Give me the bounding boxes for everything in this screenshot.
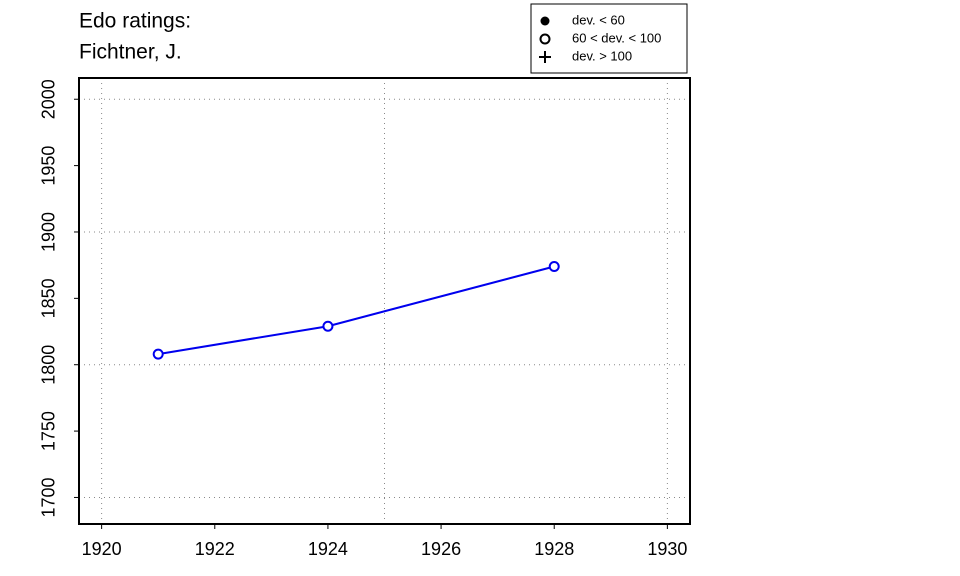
y-tick-label: 1700 — [39, 477, 59, 517]
plot-frame — [78, 77, 691, 525]
x-tick-label: 1926 — [421, 539, 461, 559]
legend-label: 60 < dev. < 100 — [572, 30, 661, 45]
x-tick-label: 1924 — [308, 539, 348, 559]
legend-box — [530, 3, 688, 74]
data-point — [322, 320, 334, 332]
x-tick-label: 1922 — [195, 539, 235, 559]
legend-symbol — [539, 51, 551, 63]
y-tick-label: 1850 — [39, 278, 59, 318]
y-tick-label: 1750 — [39, 411, 59, 451]
chart-title: Edo ratings: — [79, 10, 191, 33]
x-tick-label: 1930 — [647, 539, 687, 559]
y-tick-label: 1900 — [39, 212, 59, 252]
y-tick-label: 2000 — [39, 79, 59, 119]
data-line — [158, 265, 555, 356]
y-tick-label: 1800 — [39, 345, 59, 385]
x-tick-label: 1920 — [82, 539, 122, 559]
data-point — [548, 260, 560, 272]
x-tick-label: 1928 — [534, 539, 574, 559]
legend-symbol — [539, 33, 551, 45]
y-tick-label: 1950 — [39, 146, 59, 186]
legend-label: dev. > 100 — [572, 48, 632, 63]
legend-label: dev. < 60 — [572, 12, 625, 27]
chart-subtitle: Fichtner, J. — [79, 41, 182, 64]
legend-symbol — [540, 16, 550, 26]
data-point — [152, 348, 164, 360]
